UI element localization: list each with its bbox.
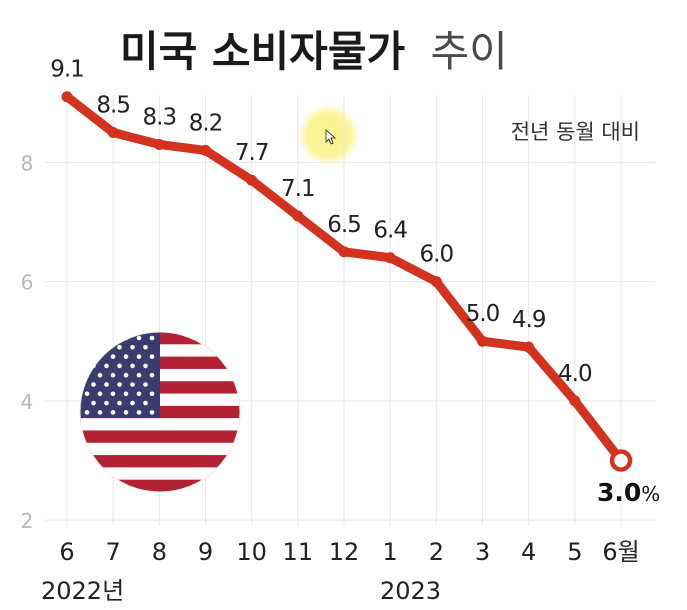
final-value-number: 3.0 [597,478,641,507]
data-label: 7.7 [235,140,269,166]
x-tick-label: 10 [236,538,267,566]
data-label: 8.2 [189,110,223,136]
x-tick-label: 2 [429,538,444,566]
data-point [200,144,211,156]
data-label: 6.0 [420,242,454,268]
x-tick-label: 3 [475,538,490,566]
y-tick-label: 2 [21,509,34,533]
chart-title-suffix: 추이 [430,27,507,76]
cursor-icon [325,129,337,145]
final-value-unit: % [641,482,660,506]
x-tick-label: 8 [152,538,167,566]
x-tick-label: 7 [106,538,121,566]
us-flag-icon [79,331,241,493]
data-label: 4.0 [558,361,592,387]
data-label: 6.4 [373,218,407,244]
data-point [384,252,396,264]
data-point [523,341,535,353]
data-point [246,174,258,186]
x-tick-label: 4 [521,538,536,566]
data-point [477,335,488,347]
x-tick-label: 9 [198,538,213,566]
x-tick-label: 5 [567,538,582,566]
data-labels: 9.1 8.5 8.3 8.2 7.7 7.1 6.5 6.4 6.0 5.0 4.9 4.0 [50,57,593,387]
data-point [153,138,165,150]
x-tick-label: 6 [59,538,74,566]
data-label: 4.9 [512,307,546,333]
data-point [61,91,73,103]
series-layer [61,91,633,472]
chart-subtitle: 전년 동월 대비 [511,120,640,144]
data-point [338,246,350,258]
year-label-2023: 2023 [380,577,441,605]
cursor-highlight [298,104,360,166]
final-value-label: 3.0% [597,478,660,507]
data-point [292,210,304,222]
data-point-final [609,449,633,472]
x-tick-label: 11 [283,538,314,566]
x-tick-label: 1 [383,538,398,566]
y-tick-label: 8 [21,151,34,175]
chart-title: 미국 소비자물가 추이 [120,27,508,76]
y-tick-label: 4 [21,390,34,414]
data-label: 5.0 [466,301,500,327]
year-label-2022: 2022년 [41,577,124,605]
data-label: 8.3 [143,104,177,130]
x-tick-label: 6월 [602,538,639,566]
x-tick-label: 12 [329,538,360,566]
data-point [569,395,581,407]
data-label: 8.5 [96,93,130,119]
data-label: 9.1 [50,57,84,83]
data-label: 6.5 [327,212,361,238]
data-label: 7.1 [281,176,315,202]
data-point [107,127,119,139]
chart-title-main: 미국 소비자물가 [120,27,405,76]
y-tick-label: 6 [21,271,34,295]
y-axis: 2 4 6 8 [21,151,34,533]
data-point [430,276,442,288]
x-axis: 6 7 8 9 10 11 12 1 2 3 4 5 6월 [59,538,639,566]
